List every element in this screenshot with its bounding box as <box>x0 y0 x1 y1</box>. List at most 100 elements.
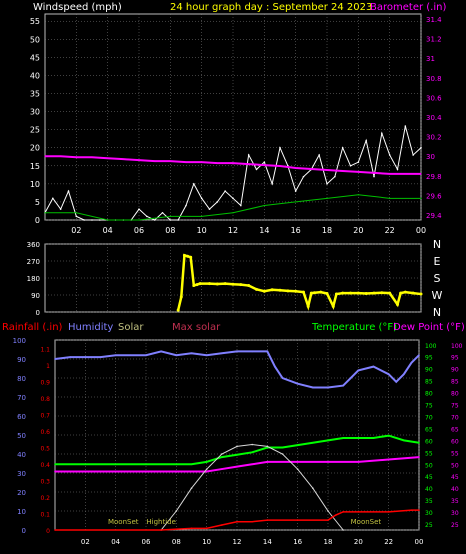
data-point <box>325 291 329 295</box>
y-tick-label: 90 <box>17 356 26 364</box>
data-point <box>221 453 223 455</box>
dewpoint-y-axis-ticks: 25 30 35 40 45 50 55 60 65 70 75 80 85 90 95 100 <box>451 343 463 529</box>
data-point <box>251 443 253 446</box>
data-point <box>342 511 344 513</box>
y-tick-label: 75 <box>425 403 433 410</box>
data-point <box>356 291 360 295</box>
x-tick-label: 00 <box>416 226 426 235</box>
data-point <box>271 183 273 185</box>
y-tick-label: 0.6 <box>40 429 50 436</box>
chart-title: 24 hour graph day : September 24 2023 <box>170 2 372 13</box>
data-point <box>331 304 335 308</box>
y-tick-label: 45 <box>425 474 433 481</box>
compass-label: W <box>432 289 443 302</box>
y-tick-label: 31.2 <box>426 36 442 44</box>
data-point <box>357 511 360 513</box>
y-tick-label: 50 <box>451 462 459 469</box>
data-point <box>251 350 253 353</box>
x-tick-label: 00 <box>415 538 424 546</box>
data-point <box>52 197 54 200</box>
data-point <box>334 292 338 296</box>
data-point <box>388 154 391 156</box>
data-point <box>84 463 87 466</box>
data-point <box>279 165 281 167</box>
y-tick-label: 40 <box>17 451 26 459</box>
data-point <box>201 215 203 217</box>
data-point <box>341 146 344 149</box>
y-tick-label: 60 <box>425 438 433 445</box>
data-point <box>185 204 187 207</box>
y-tick-label: 30.6 <box>426 94 442 102</box>
data-point <box>326 169 328 171</box>
data-point <box>403 290 407 294</box>
temp-series <box>54 350 420 531</box>
data-point <box>420 173 422 175</box>
y-tick-label: 270 <box>27 258 40 266</box>
y-tick-label: 100 <box>13 337 26 345</box>
data-point <box>216 162 218 164</box>
data-point <box>418 456 420 458</box>
data-point <box>342 529 344 531</box>
data-point <box>357 369 360 372</box>
y-tick-label: 0.9 <box>40 379 50 386</box>
data-point <box>189 255 193 259</box>
data-point <box>91 156 93 158</box>
data-point <box>232 212 234 214</box>
data-point <box>418 354 420 357</box>
x-tick-label: 18 <box>324 538 333 546</box>
x-tick-label: 06 <box>134 226 144 235</box>
data-point <box>255 168 258 171</box>
x-tick-label: 18 <box>322 226 332 235</box>
y-tick-label: 0.8 <box>40 396 50 403</box>
moon-tide-tag: Hightide <box>146 518 176 526</box>
data-point <box>251 520 253 523</box>
data-point <box>302 290 305 294</box>
data-point <box>312 487 314 490</box>
y-tick-label: 95 <box>425 355 433 362</box>
y-tick-label: 0.2 <box>40 495 50 502</box>
data-point <box>410 362 413 364</box>
data-point <box>327 461 329 463</box>
x-tick-label: 10 <box>202 538 211 546</box>
data-point <box>342 170 344 172</box>
compass-label: N <box>433 306 441 319</box>
x-tick-label: 16 <box>291 226 301 235</box>
data-point <box>145 470 147 473</box>
windspeed-label: Windspeed (mph) <box>33 2 122 13</box>
data-point <box>190 487 193 490</box>
data-point <box>396 168 399 171</box>
direction-panel-grid <box>45 243 422 313</box>
data-point <box>387 511 390 513</box>
data-point <box>239 283 243 287</box>
data-point <box>223 282 227 286</box>
y-tick-label: 70 <box>17 394 26 402</box>
data-point <box>296 444 299 446</box>
y-tick-label: 90 <box>451 367 459 374</box>
data-point <box>403 373 405 376</box>
moon-tide-tag: MoonSet <box>108 518 139 526</box>
data-point <box>403 439 405 442</box>
y-tick-label: 0 <box>35 216 40 225</box>
data-point <box>296 468 299 471</box>
data-point <box>357 437 360 439</box>
data-point <box>240 204 242 207</box>
x-tick-label: 08 <box>172 538 181 546</box>
y-tick-label: 10 <box>30 180 40 189</box>
data-point <box>419 292 423 296</box>
y-tick-label: 0 <box>46 528 50 535</box>
data-point <box>281 453 284 455</box>
compass-label: E <box>434 255 441 268</box>
y-tick-label: 50 <box>17 432 26 440</box>
y-tick-label: 90 <box>425 367 433 374</box>
data-point <box>205 461 208 463</box>
y-tick-label: 29.6 <box>426 192 442 200</box>
series-line-0 <box>54 350 420 389</box>
data-point <box>373 175 375 178</box>
data-point <box>154 160 156 162</box>
data-point <box>192 284 196 288</box>
wind-y-axis-ticks: 0 5 10 15 20 25 30 35 40 45 50 55 <box>30 17 40 225</box>
data-point <box>312 441 314 444</box>
data-point <box>193 183 195 185</box>
